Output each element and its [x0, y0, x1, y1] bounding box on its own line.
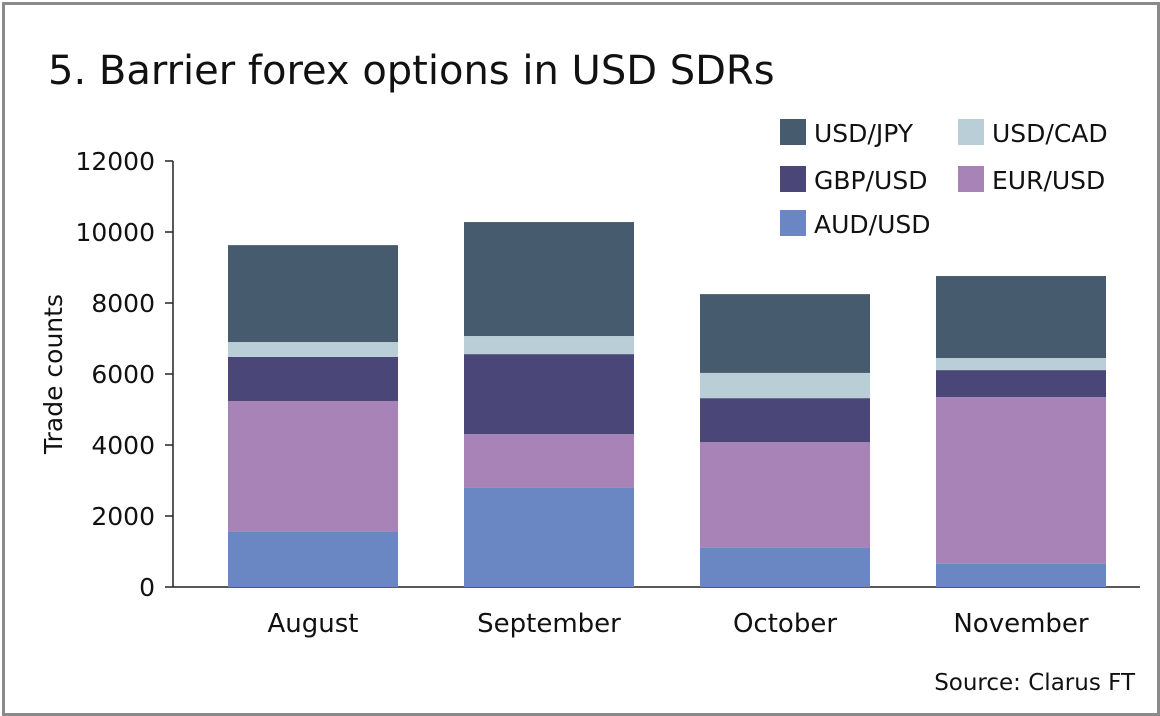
- y-tick-label: 4000: [91, 431, 155, 460]
- y-tick-label: 8000: [91, 289, 155, 318]
- bar-segment-usd-jpy: [700, 294, 870, 373]
- legend-label: AUD/USD: [814, 210, 931, 239]
- x-tick-label: September: [477, 609, 621, 639]
- bar-segment-aud-usd: [228, 531, 398, 587]
- legend-label: EUR/USD: [992, 166, 1105, 195]
- bar-segment-usd-cad: [228, 342, 398, 357]
- legend-swatch: [958, 166, 984, 192]
- bar-segment-usd-jpy: [464, 222, 634, 337]
- bar-segment-usd-jpy: [228, 245, 398, 343]
- legend-label: GBP/USD: [814, 166, 927, 195]
- bar-segment-gbp-usd: [464, 354, 634, 434]
- chart-title: 5. Barrier forex options in USD SDRs: [48, 48, 775, 94]
- legend-label: USD/CAD: [992, 119, 1108, 148]
- y-tick-label: 10000: [75, 218, 155, 247]
- y-axis-label: Trade counts: [39, 294, 68, 455]
- bar-segment-eur-usd: [700, 442, 870, 548]
- bar-segment-eur-usd: [464, 433, 634, 488]
- legend-swatch: [780, 210, 806, 236]
- y-tick-label: 2000: [91, 502, 155, 531]
- bar-segment-gbp-usd: [700, 398, 870, 443]
- x-tick-label: October: [733, 609, 837, 639]
- bar-segment-usd-jpy: [936, 276, 1106, 359]
- legend-label: USD/JPY: [814, 119, 914, 148]
- y-tick-label: 12000: [75, 147, 155, 176]
- bar-segment-gbp-usd: [936, 370, 1106, 398]
- bar-segment-aud-usd: [936, 563, 1106, 587]
- bar-segment-eur-usd: [936, 397, 1106, 564]
- bar-segment-aud-usd: [464, 487, 634, 587]
- bar-segment-usd-cad: [464, 336, 634, 355]
- bar-segment-aud-usd: [700, 547, 870, 587]
- bar-segment-gbp-usd: [228, 356, 398, 401]
- bar-segment-eur-usd: [228, 400, 398, 532]
- legend-swatch: [780, 119, 806, 145]
- x-tick-label: August: [268, 609, 359, 639]
- bar-segment-usd-cad: [936, 358, 1106, 371]
- source-note: Source: Clarus FT: [934, 670, 1136, 696]
- y-tick-label: 6000: [91, 360, 155, 389]
- legend-swatch: [780, 166, 806, 192]
- x-tick-label: November: [953, 609, 1089, 639]
- bar-segment-usd-cad: [700, 372, 870, 399]
- legend-swatch: [958, 119, 984, 145]
- y-tick-label: 0: [139, 573, 155, 602]
